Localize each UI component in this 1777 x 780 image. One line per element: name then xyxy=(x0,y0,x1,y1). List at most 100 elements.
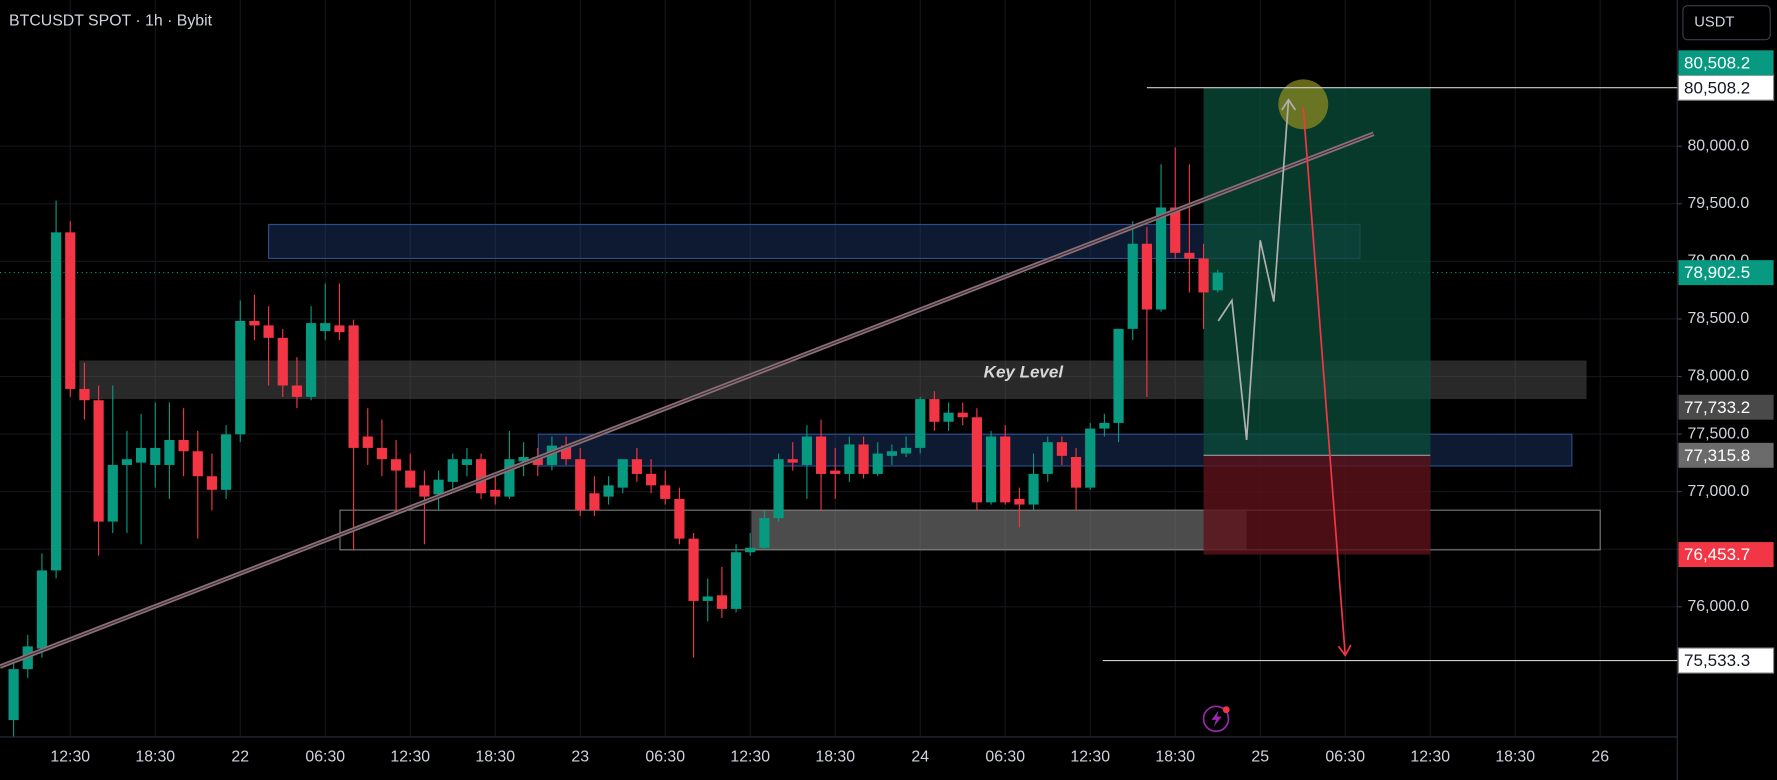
x-tick-label: 25 xyxy=(1251,749,1269,766)
candle-body xyxy=(688,538,699,601)
drawings xyxy=(0,79,1375,733)
x-tick-label: 18:30 xyxy=(135,749,175,766)
candle-body xyxy=(235,320,246,435)
candle-body xyxy=(362,436,373,448)
candle-body xyxy=(277,337,288,386)
candle-body xyxy=(1113,328,1124,423)
candle-body xyxy=(985,436,997,503)
candle-body xyxy=(107,464,118,522)
x-tick-label: 18:30 xyxy=(475,749,515,766)
candle-body xyxy=(475,459,487,494)
candle-body xyxy=(249,320,260,326)
loss-zone xyxy=(1203,455,1431,555)
candle-body xyxy=(433,479,444,495)
alert-icon[interactable] xyxy=(1202,705,1230,733)
candle-body xyxy=(1170,207,1181,253)
candle-body xyxy=(759,518,770,548)
candle-body xyxy=(730,552,742,609)
candle-body xyxy=(1212,272,1223,291)
candle-body xyxy=(886,451,897,456)
y-tick-label: 77,500.0 xyxy=(1687,425,1749,442)
candle-body xyxy=(532,457,543,465)
candles xyxy=(8,147,1223,738)
x-tick-label: 12:30 xyxy=(730,749,770,766)
candle-body xyxy=(135,447,147,463)
candle-body xyxy=(390,459,402,471)
price-label-box xyxy=(1678,442,1774,468)
candle-body xyxy=(305,323,317,397)
price-label-box xyxy=(1678,260,1774,286)
candle-body xyxy=(1070,457,1082,488)
candle-body xyxy=(589,493,600,511)
drop-arrow xyxy=(1302,107,1347,656)
candle-body xyxy=(645,473,657,486)
x-tick-label: 06:30 xyxy=(305,749,345,766)
candle-body xyxy=(943,412,954,422)
candle-body xyxy=(1085,428,1096,488)
y-tick-label: 78,500.0 xyxy=(1687,310,1749,327)
candle-body xyxy=(745,547,756,553)
candle-body xyxy=(830,470,841,474)
candle-body xyxy=(1028,473,1039,505)
candle-body xyxy=(660,485,671,499)
candle-body xyxy=(8,669,19,721)
candle-body xyxy=(490,489,501,497)
y-tick-label: 77,000.0 xyxy=(1687,483,1749,500)
x-tick-label: 22 xyxy=(231,749,249,766)
x-tick-label: 18:30 xyxy=(1495,749,1535,766)
trend-line-core xyxy=(0,133,1374,668)
candle-body xyxy=(164,439,175,465)
candle-body xyxy=(1014,498,1025,505)
x-tick-label: 26 xyxy=(1591,749,1609,766)
candle-body xyxy=(929,399,940,422)
candle-body xyxy=(376,447,388,460)
projection-path xyxy=(1217,99,1290,440)
candle-body xyxy=(631,459,643,474)
candle-body xyxy=(716,595,728,609)
candle-body xyxy=(1127,243,1138,329)
x-tick-label: 12:30 xyxy=(50,749,90,766)
zone-gray xyxy=(751,510,1247,550)
candle-body xyxy=(220,434,232,490)
price-label-box xyxy=(1677,647,1775,674)
candle-body xyxy=(192,451,203,477)
price-label: 76,453.7 xyxy=(1684,545,1750,564)
candle-body xyxy=(773,459,784,519)
x-tick-label: 06:30 xyxy=(1325,749,1365,766)
candle-body xyxy=(674,498,685,539)
candle-body xyxy=(1184,252,1195,259)
candle-body xyxy=(504,459,515,497)
candle-body xyxy=(93,400,104,522)
candle-body xyxy=(1198,258,1209,293)
x-tick-label: 06:30 xyxy=(645,749,685,766)
price-label-box xyxy=(1678,50,1774,76)
y-tick-label: 79,500.0 xyxy=(1687,195,1749,212)
candle-body xyxy=(1042,442,1053,474)
x-tick-label: 12:30 xyxy=(1070,749,1110,766)
price-label-box xyxy=(1678,394,1774,420)
candle-body xyxy=(461,459,473,465)
price-label-box xyxy=(1678,542,1774,568)
x-tick-label: 06:30 xyxy=(985,749,1025,766)
x-tick-label: 24 xyxy=(911,749,929,766)
candle-body xyxy=(447,459,458,482)
candle-body xyxy=(971,417,982,503)
candle-body xyxy=(518,457,529,462)
candle-body xyxy=(872,453,883,474)
currency-label[interactable]: USDT xyxy=(1694,15,1734,31)
chart-title: BTCUSDT SPOT · 1h · Bybit xyxy=(9,13,213,30)
candle-body xyxy=(263,325,274,338)
candle-body xyxy=(36,570,48,649)
candle-body xyxy=(206,476,218,490)
candle-body xyxy=(320,323,331,332)
currency-button[interactable] xyxy=(1682,5,1771,41)
projection-arrowhead xyxy=(1281,98,1297,111)
candle-body xyxy=(419,485,430,497)
price-label: 75,533.3 xyxy=(1684,651,1750,670)
candle-body xyxy=(1099,422,1110,429)
y-tick-label: 76,000.0 xyxy=(1687,598,1749,615)
price-label: 80,508.2 xyxy=(1684,53,1750,72)
